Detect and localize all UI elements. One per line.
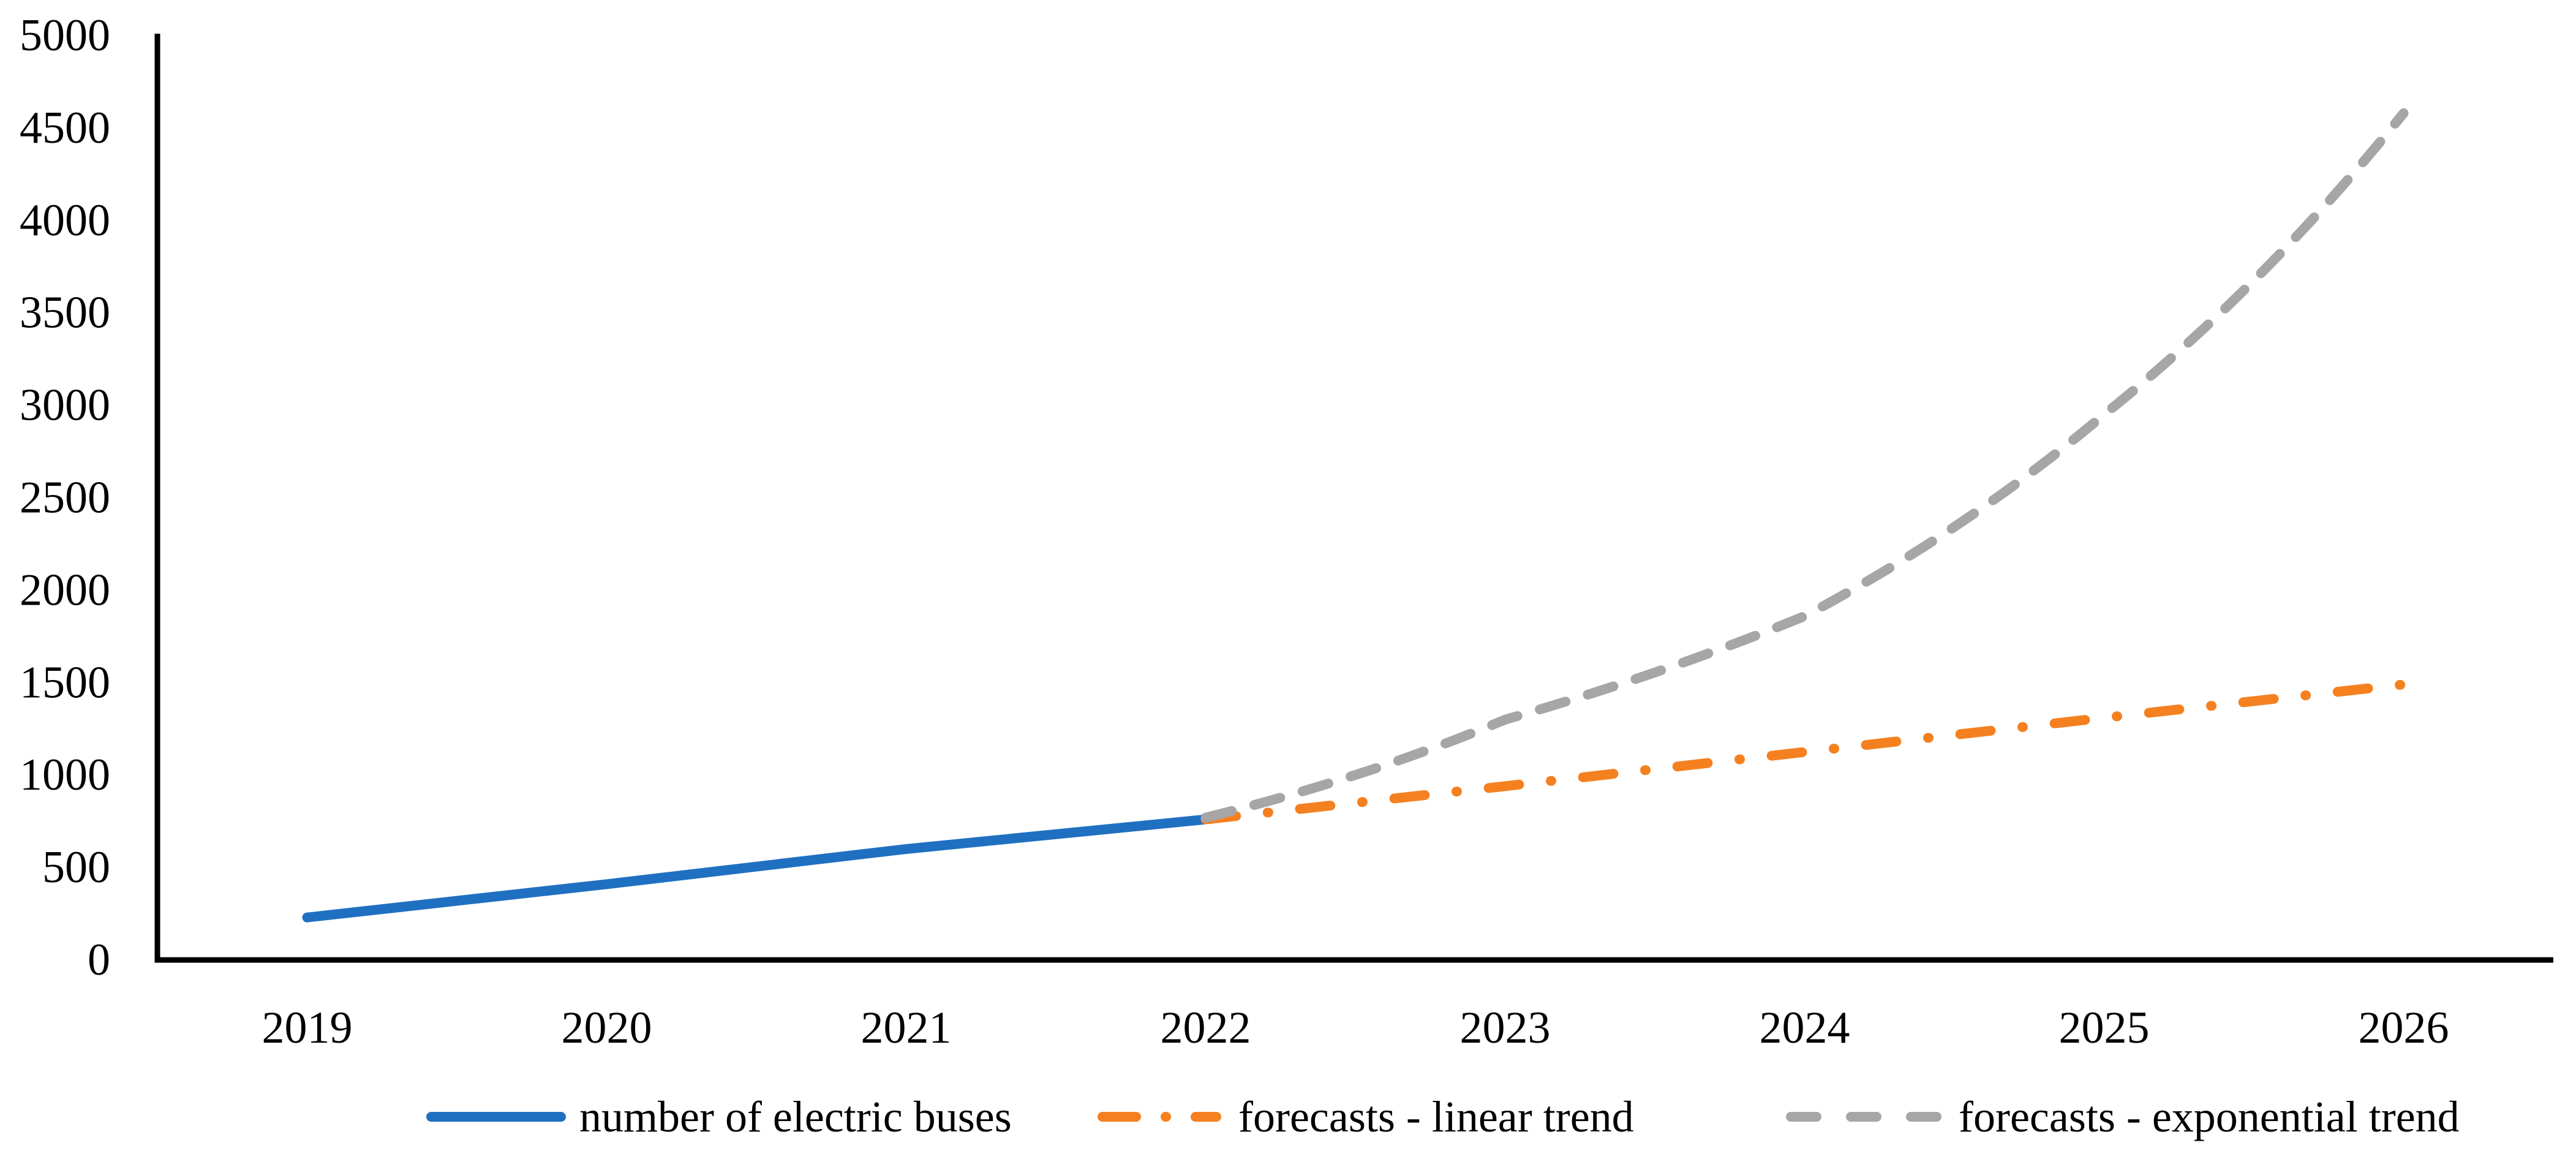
y-axis-tick-label: 3500 (20, 288, 110, 338)
x-axis-tick-label: 2019 (262, 1003, 353, 1053)
x-axis-tick-label: 2025 (2059, 1003, 2150, 1053)
y-axis-tick-label: 2000 (20, 565, 110, 615)
y-axis-tick-label: 500 (42, 842, 110, 893)
chart-legend: number of electric buses forecasts - lin… (426, 1092, 2460, 1141)
y-axis-tick-label: 4500 (20, 103, 110, 153)
legend-item-linear-trend: forecasts - linear trend (1098, 1092, 1634, 1141)
legend-item-exponential-trend: forecasts - exponential trend (1786, 1092, 2460, 1141)
x-axis-tick-label: 2026 (2359, 1003, 2449, 1053)
legend-label: number of electric buses (579, 1092, 1012, 1141)
y-axis-tick-label: 4000 (20, 195, 110, 246)
x-axis-tick-label: 2020 (562, 1003, 652, 1053)
y-axis-tick-label: 3000 (20, 380, 110, 431)
series-line-solid (302, 814, 1211, 923)
plot-area: 0 500 1000 1500 2000 2500 3000 3500 4000 4500 5000… (20, 10, 2553, 1053)
x-axis-tick-label: 2023 (1460, 1003, 1551, 1053)
legend-label: forecasts - exponential trend (1959, 1092, 2460, 1141)
series-line-dashed (1200, 108, 2409, 823)
legend-label: forecasts - linear trend (1238, 1092, 1634, 1141)
y-axis-tick-label: 0 (88, 935, 110, 985)
x-axis-tick-label: 2024 (1760, 1003, 1850, 1053)
y-axis-tick-label: 1000 (20, 750, 110, 800)
series-line-dash-dot (1200, 679, 2409, 825)
y-axis-tick-label: 5000 (20, 10, 110, 61)
y-axis-tick-label: 1500 (20, 657, 110, 708)
x-axis-tick-label: 2021 (861, 1003, 952, 1053)
legend-item-electric-buses: number of electric buses (426, 1092, 1012, 1141)
y-axis-tick-label: 2500 (20, 473, 110, 523)
x-axis-tick-label: 2022 (1161, 1003, 1251, 1053)
